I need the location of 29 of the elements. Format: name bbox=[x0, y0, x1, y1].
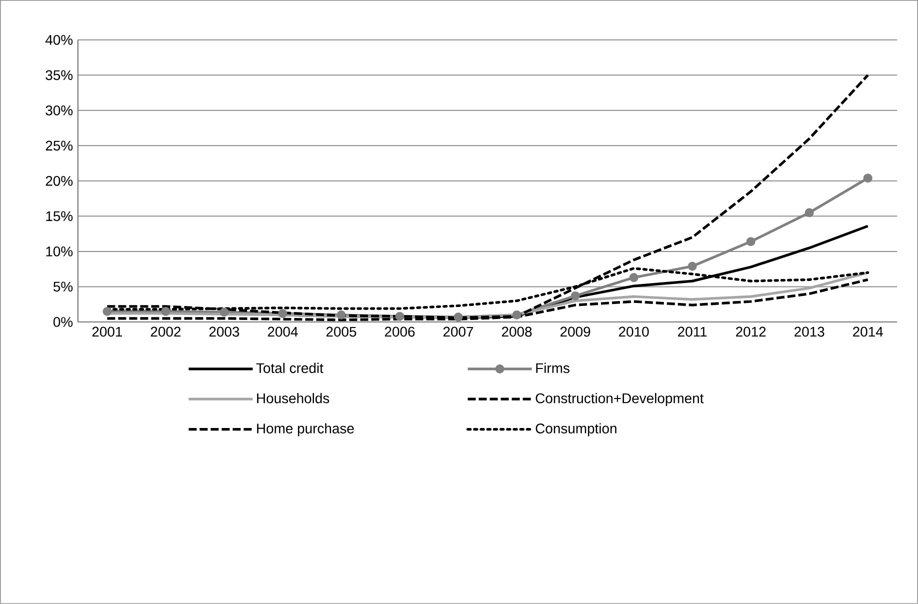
y-tick-label: 20% bbox=[46, 176, 73, 186]
x-tick-label: 2003 bbox=[209, 326, 240, 337]
legend-label: Construction+Development bbox=[536, 393, 704, 406]
x-tick-label: 2014 bbox=[853, 326, 883, 337]
x-tick-label: 2005 bbox=[326, 326, 356, 337]
legend-label: Consumption bbox=[536, 423, 616, 436]
y-tick-label: 0% bbox=[53, 317, 73, 327]
y-tick-label: 25% bbox=[46, 140, 73, 151]
legend-label: Households bbox=[257, 393, 330, 404]
x-tick-label: 2006 bbox=[384, 326, 415, 337]
x-tick-label: 2012 bbox=[736, 326, 766, 337]
legend-label: Firms bbox=[536, 362, 570, 374]
y-tick-label: 35% bbox=[46, 70, 73, 80]
x-tick-label: 2008 bbox=[502, 326, 532, 337]
x-tick-label: 2007 bbox=[443, 326, 474, 337]
y-tick-label: 30% bbox=[46, 105, 73, 116]
y-tick-label: 40% bbox=[45, 34, 73, 45]
x-tick-label: 2010 bbox=[618, 326, 649, 337]
x-tick-label: 2011 bbox=[678, 326, 707, 337]
legend-label: Total credit bbox=[256, 362, 324, 374]
y-tick-label: 5% bbox=[53, 282, 73, 292]
x-tick-label: 2013 bbox=[794, 326, 824, 337]
legend-label: Home purchase bbox=[257, 423, 354, 436]
y-tick-label: 10% bbox=[46, 246, 73, 256]
x-tick-label: 2001 bbox=[92, 326, 122, 337]
y-tick-label: 15% bbox=[46, 211, 73, 222]
x-tick-label: 2004 bbox=[268, 326, 298, 337]
x-tick-label: 2009 bbox=[560, 326, 590, 337]
x-tick-label: 2002 bbox=[150, 326, 181, 337]
